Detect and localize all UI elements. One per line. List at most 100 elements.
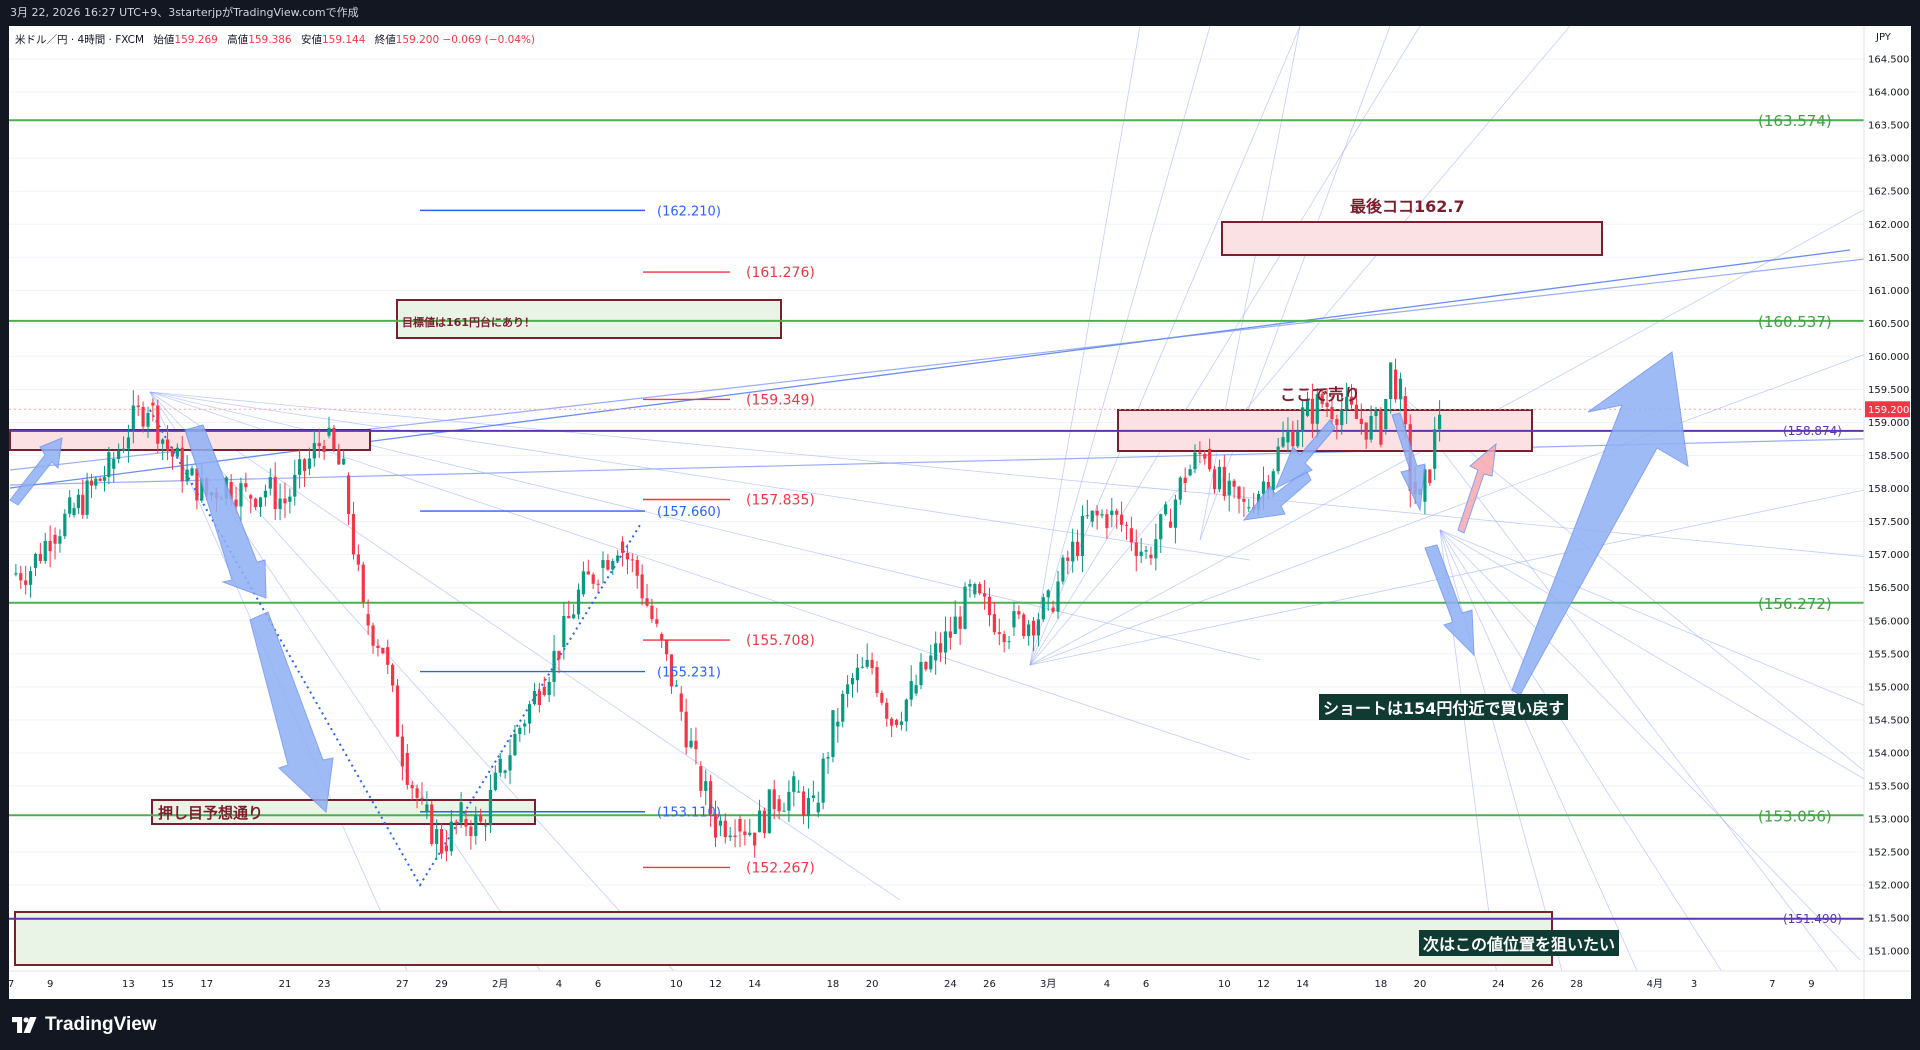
candle-body (1354, 404, 1359, 419)
candle-body (581, 571, 586, 595)
last-target-label: 最後ココ162.7 (1350, 197, 1465, 216)
tradingview-logo[interactable]: TradingView (12, 1012, 157, 1038)
candle-body (239, 483, 243, 507)
footer-bar (0, 999, 1920, 1050)
candle-body (479, 815, 483, 822)
candle-body (1335, 419, 1339, 426)
trend-fan-line (1439, 529, 1722, 971)
price-tick-label: 152.500 (1868, 848, 1909, 859)
candle-body (968, 583, 972, 587)
candle-body (1384, 399, 1388, 430)
price-chart[interactable]: JPY 151.000 151.500 152.000 152.500 153.000 15… (9, 26, 1911, 999)
candle-body (1438, 414, 1442, 430)
purple-level-label: (151.490) (1783, 912, 1842, 926)
candle-body (317, 443, 321, 447)
price-tick-label: 156.000 (1868, 616, 1909, 627)
candle-body (1075, 541, 1080, 557)
price-tick-label: 153.500 (1868, 781, 1909, 792)
candle-body (1301, 407, 1305, 432)
candle-body (1345, 396, 1349, 410)
candle-body (934, 643, 938, 661)
symbol-name[interactable]: 米ドル／円 · 4時間 · FXCM (15, 34, 145, 46)
candle-body (1349, 396, 1354, 405)
candle-body (983, 593, 987, 597)
time-tick-label: 12 (709, 979, 722, 990)
candle-body (376, 645, 380, 648)
candle-body (63, 513, 67, 537)
short-cover-note: ショートは154円付近で買い戻す (1319, 694, 1569, 720)
candle-body (1208, 448, 1212, 470)
candle-body (1305, 398, 1310, 416)
target-note-box (396, 299, 782, 339)
price-tick-label: 154.000 (1868, 748, 1909, 759)
candle-body (601, 560, 605, 568)
candle-body (772, 789, 776, 810)
candle-body (1389, 362, 1393, 400)
candle-body (713, 813, 718, 838)
candle-body (645, 598, 649, 606)
price-axis (1864, 26, 1911, 971)
candle-body (273, 477, 277, 509)
trend-fan-line (1029, 354, 1864, 666)
candle-body (386, 647, 390, 665)
candle-body (43, 540, 47, 561)
candle-body (762, 810, 767, 834)
candle-body (650, 605, 654, 620)
candle-body (1085, 515, 1089, 517)
candle-body (298, 459, 302, 475)
candle-body (1183, 477, 1187, 484)
candle-body (1364, 422, 1368, 440)
candle-body (1129, 528, 1133, 543)
red-level-label: (161.276) (746, 265, 815, 281)
zigzag-dotted-line (149, 409, 641, 887)
candle-body (1188, 469, 1192, 476)
chart-panel[interactable]: JPY 151.000 151.500 152.000 152.500 153.000 15… (9, 26, 1911, 999)
candle-body (846, 684, 850, 694)
candle-body (200, 478, 204, 501)
candle-body (410, 784, 414, 789)
candle-body (1325, 402, 1329, 408)
candle-body (924, 662, 928, 670)
candle-body (503, 770, 507, 773)
candle-body (268, 477, 272, 489)
candle-body (126, 437, 131, 449)
next-target-note: 次はこの値位置を狙いたい (1419, 930, 1620, 956)
price-tick-label: 162.000 (1868, 220, 1909, 231)
bearish-arrow-big (1424, 544, 1475, 657)
candle-body (249, 495, 253, 499)
trend-fan-line (1439, 529, 1861, 961)
candle-body (562, 615, 566, 648)
candle-body (400, 736, 404, 767)
candle-body (488, 789, 493, 826)
candle-body (806, 798, 811, 816)
price-tick-label: 163.500 (1868, 121, 1909, 132)
candle-body (263, 490, 268, 498)
time-tick-label: 4 (1104, 979, 1110, 990)
trend-fan-line (1199, 26, 1301, 541)
candle-body (33, 553, 38, 568)
candle-body (640, 574, 644, 599)
candle-body (753, 832, 757, 846)
price-tick-label: 159.000 (1868, 418, 1909, 429)
time-tick-label: 26 (1531, 979, 1544, 990)
time-tick-label: 3 (1691, 979, 1697, 990)
upper-trend-line (9, 249, 1851, 489)
candle-body (1173, 499, 1178, 528)
candle-body (1115, 510, 1119, 515)
price-tick-label: 160.500 (1868, 319, 1909, 330)
low-label: 安値 (300, 34, 322, 46)
candle-body (611, 561, 615, 570)
candle-body (283, 498, 287, 504)
snapshot-caption: 3月 22, 2026 16:27 UTC+9、3starterjpがTradi… (10, 6, 359, 19)
current-price-tag (1865, 401, 1910, 418)
candle-body (777, 799, 781, 812)
candle-body (121, 448, 126, 451)
time-tick-label: 3月 (1040, 978, 1056, 990)
candle-body (625, 552, 630, 560)
candle-body (841, 693, 845, 722)
price-tick-label: 161.500 (1868, 253, 1909, 264)
price-tick-label: 161.000 (1868, 286, 1909, 297)
price-tick-label: 153.000 (1868, 815, 1909, 826)
candle-body (474, 815, 478, 836)
candle-body (1296, 431, 1300, 447)
